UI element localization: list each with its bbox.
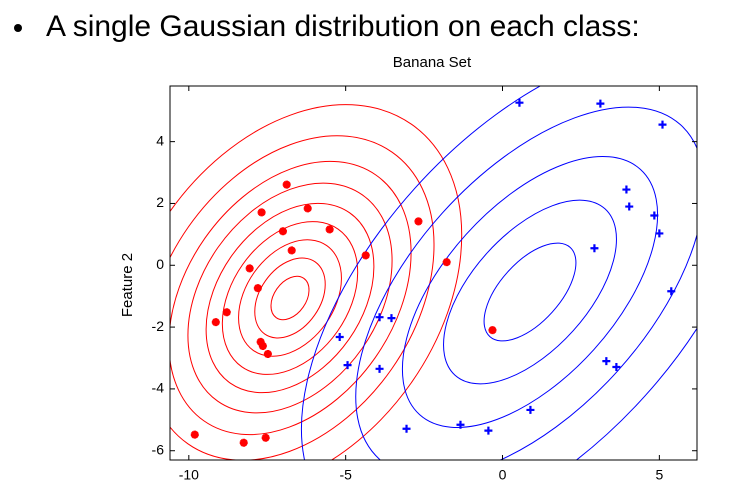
point xyxy=(282,180,291,189)
point xyxy=(484,426,493,435)
point xyxy=(515,98,524,107)
contour xyxy=(443,199,617,385)
point xyxy=(278,227,287,236)
contour xyxy=(170,104,463,460)
contour xyxy=(401,156,659,428)
y-tick-label: -2 xyxy=(152,318,165,334)
point xyxy=(303,204,312,213)
point xyxy=(667,287,676,296)
point xyxy=(263,349,272,358)
contour xyxy=(221,221,359,375)
point xyxy=(222,308,231,317)
point xyxy=(596,99,605,108)
point xyxy=(253,284,262,293)
contour xyxy=(238,239,342,357)
point xyxy=(526,405,535,414)
point xyxy=(488,326,497,335)
point xyxy=(239,438,248,447)
point xyxy=(387,314,396,323)
y-tick-label: -4 xyxy=(152,380,165,396)
point xyxy=(256,337,265,346)
red-contours xyxy=(170,104,463,460)
chart-title: Banana Set xyxy=(393,54,472,71)
y-tick-label: 2 xyxy=(156,194,164,210)
contour xyxy=(187,182,393,414)
contour xyxy=(300,86,697,460)
point xyxy=(622,185,631,194)
point xyxy=(655,229,664,238)
x-tick-label: -10 xyxy=(179,467,199,481)
point xyxy=(190,430,199,439)
point xyxy=(402,424,411,433)
point xyxy=(343,361,352,370)
heading: A single Gaussian distribution on each c… xyxy=(46,10,640,43)
point xyxy=(375,364,384,373)
point xyxy=(442,258,451,267)
point xyxy=(625,202,634,211)
point xyxy=(361,251,370,260)
contour xyxy=(270,275,310,321)
marks xyxy=(190,98,676,447)
point xyxy=(650,211,659,220)
x-tick-label: 5 xyxy=(655,467,663,481)
point xyxy=(658,120,667,129)
contours xyxy=(170,86,697,460)
plot-frame xyxy=(169,85,698,461)
point xyxy=(590,244,599,253)
y-tick-label: 0 xyxy=(156,256,164,272)
point xyxy=(375,313,384,322)
blue-contours xyxy=(300,86,697,460)
point xyxy=(335,332,344,341)
point xyxy=(211,318,220,327)
y-axis-label: Feature 2 xyxy=(119,253,136,317)
point xyxy=(612,362,621,371)
point xyxy=(257,208,266,217)
point xyxy=(602,357,611,366)
x-tick-label: 0 xyxy=(499,467,507,481)
point xyxy=(258,341,267,350)
contour xyxy=(483,242,577,342)
contour xyxy=(254,257,326,339)
x-tick-label: -5 xyxy=(339,467,352,481)
point xyxy=(325,225,334,234)
y-tick-label: 4 xyxy=(156,132,164,148)
contour xyxy=(355,106,697,460)
contour xyxy=(205,202,375,394)
y-tick-label: -6 xyxy=(152,441,165,457)
point xyxy=(456,420,465,429)
contour xyxy=(170,135,435,460)
point xyxy=(245,264,254,273)
bullet xyxy=(14,24,22,32)
point xyxy=(261,433,270,442)
point xyxy=(287,246,296,255)
point xyxy=(414,217,423,226)
contour xyxy=(170,160,412,436)
